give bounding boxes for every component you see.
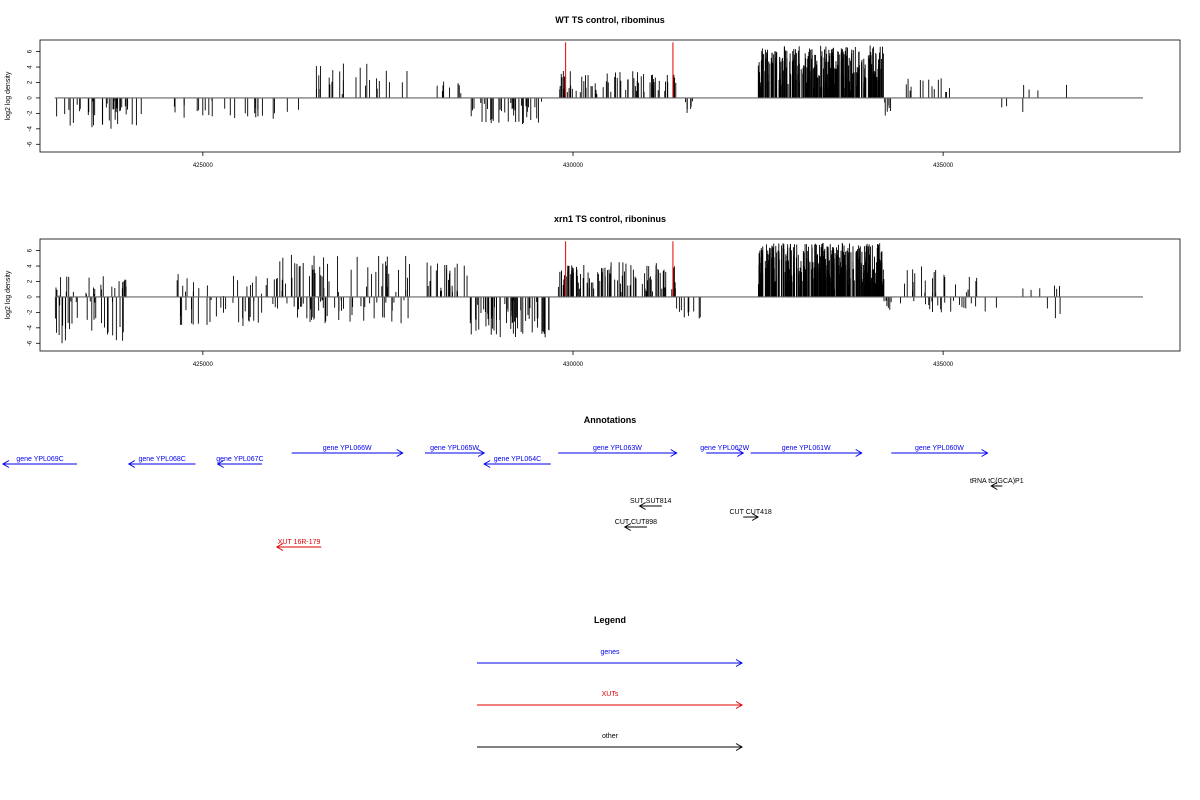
xrn1-y-tick-label: 0 [28, 295, 34, 299]
wt-y-tick-label: -4 [28, 126, 34, 132]
legend-label-other: other [602, 733, 619, 740]
wt-y-axis-label: log2 log density [5, 71, 12, 120]
legend-panel: Legend genes XUTs other [477, 615, 743, 751]
xrn1-plot-frame [39, 238, 1181, 352]
feature-arrowhead [981, 449, 989, 457]
feature-arrowhead [483, 460, 491, 468]
feature-arrowhead [216, 460, 224, 468]
feature-label: gene YPL062W [700, 445, 749, 452]
annotations-title: Annotations [584, 415, 637, 425]
xrn1-x-tick-label: 430000 [563, 362, 584, 368]
xrn1-chart-title: xrn1 TS control, riboninus [554, 214, 666, 224]
annotations-panel: Annotations gene YPL069C gene YPL068C gene… [1, 415, 1024, 551]
xrn1-y-tick-label: 6 [28, 248, 34, 252]
feature-label: gene YPL061W [782, 445, 831, 452]
feature-label: SUT SUT814 [630, 498, 672, 505]
legend-label-gene: genes [600, 649, 620, 656]
wt-track-panel: WT TS control, ribominus log2 log density… [5, 15, 1181, 169]
feature-arrowhead [396, 449, 404, 457]
feature-arrowhead [855, 449, 863, 457]
wt-plot-frame [39, 39, 1181, 153]
feature-label: gene YPL067C [216, 456, 263, 463]
feature-label: tRNA tC(GCA)P1 [970, 478, 1024, 485]
xrn1-y-tick-label: -6 [28, 340, 34, 346]
feature-label: gene YPL064C [494, 456, 541, 463]
wt-y-tick-label: -2 [28, 110, 34, 116]
feature-arrowhead [1, 460, 10, 468]
xrn1-x-tick-label: 435000 [933, 362, 954, 368]
legend-label-xut: XUTs [602, 691, 619, 698]
feature-label: gene YPL069C [16, 456, 63, 463]
wt-y-tick-label: -6 [28, 141, 34, 147]
xrn1-y-axis-label: log2 log density [5, 270, 12, 319]
feature-label: gene YPL063W [593, 445, 642, 452]
feature-arrowhead [275, 543, 284, 551]
legend-arrowhead [735, 659, 743, 667]
feature-label: gene YPL060W [915, 445, 964, 452]
xrn1-y-tick-label: -4 [28, 325, 34, 331]
legend-arrowhead [735, 743, 743, 751]
xrn1-y-tick-label: 2 [28, 279, 34, 283]
feature-label: gene YPL065W [430, 445, 479, 452]
wt-y-tick-label: 4 [28, 65, 34, 69]
feature-arrowhead [751, 513, 760, 521]
legend-arrowhead [735, 701, 743, 709]
feature-label: gene YPL066W [323, 445, 372, 452]
feature-arrowhead [990, 482, 998, 490]
xrn1-track-panel: xrn1 TS control, riboninus log2 log densi… [5, 214, 1181, 368]
xrn1-y-tick-label: 4 [28, 264, 34, 268]
wt-y-tick-label: 2 [28, 80, 34, 84]
wt-y-tick-label: 0 [28, 96, 34, 100]
wt-y-tick-label: 6 [28, 49, 34, 53]
feature-label: XUT 16R-179 [278, 539, 321, 546]
feature-arrowhead [670, 449, 678, 457]
wt-x-tick-label: 435000 [933, 163, 954, 169]
feature-arrowhead [477, 449, 486, 457]
feature-arrowhead [127, 460, 136, 468]
feature-label: CUT CUT418 [730, 509, 772, 516]
wt-x-tick-label: 430000 [563, 163, 584, 169]
feature-arrowhead [736, 449, 745, 457]
legend-title: Legend [594, 615, 626, 625]
xrn1-y-tick-label: -2 [28, 309, 34, 315]
wt-x-tick-label: 425000 [193, 163, 214, 169]
xrn1-x-tick-label: 425000 [193, 362, 214, 368]
feature-arrowhead [638, 502, 646, 510]
feature-label: gene YPL068C [138, 456, 185, 463]
feature-arrowhead [623, 523, 632, 531]
feature-label: CUT CUT898 [615, 519, 657, 526]
wt-chart-title: WT TS control, ribominus [555, 15, 665, 25]
